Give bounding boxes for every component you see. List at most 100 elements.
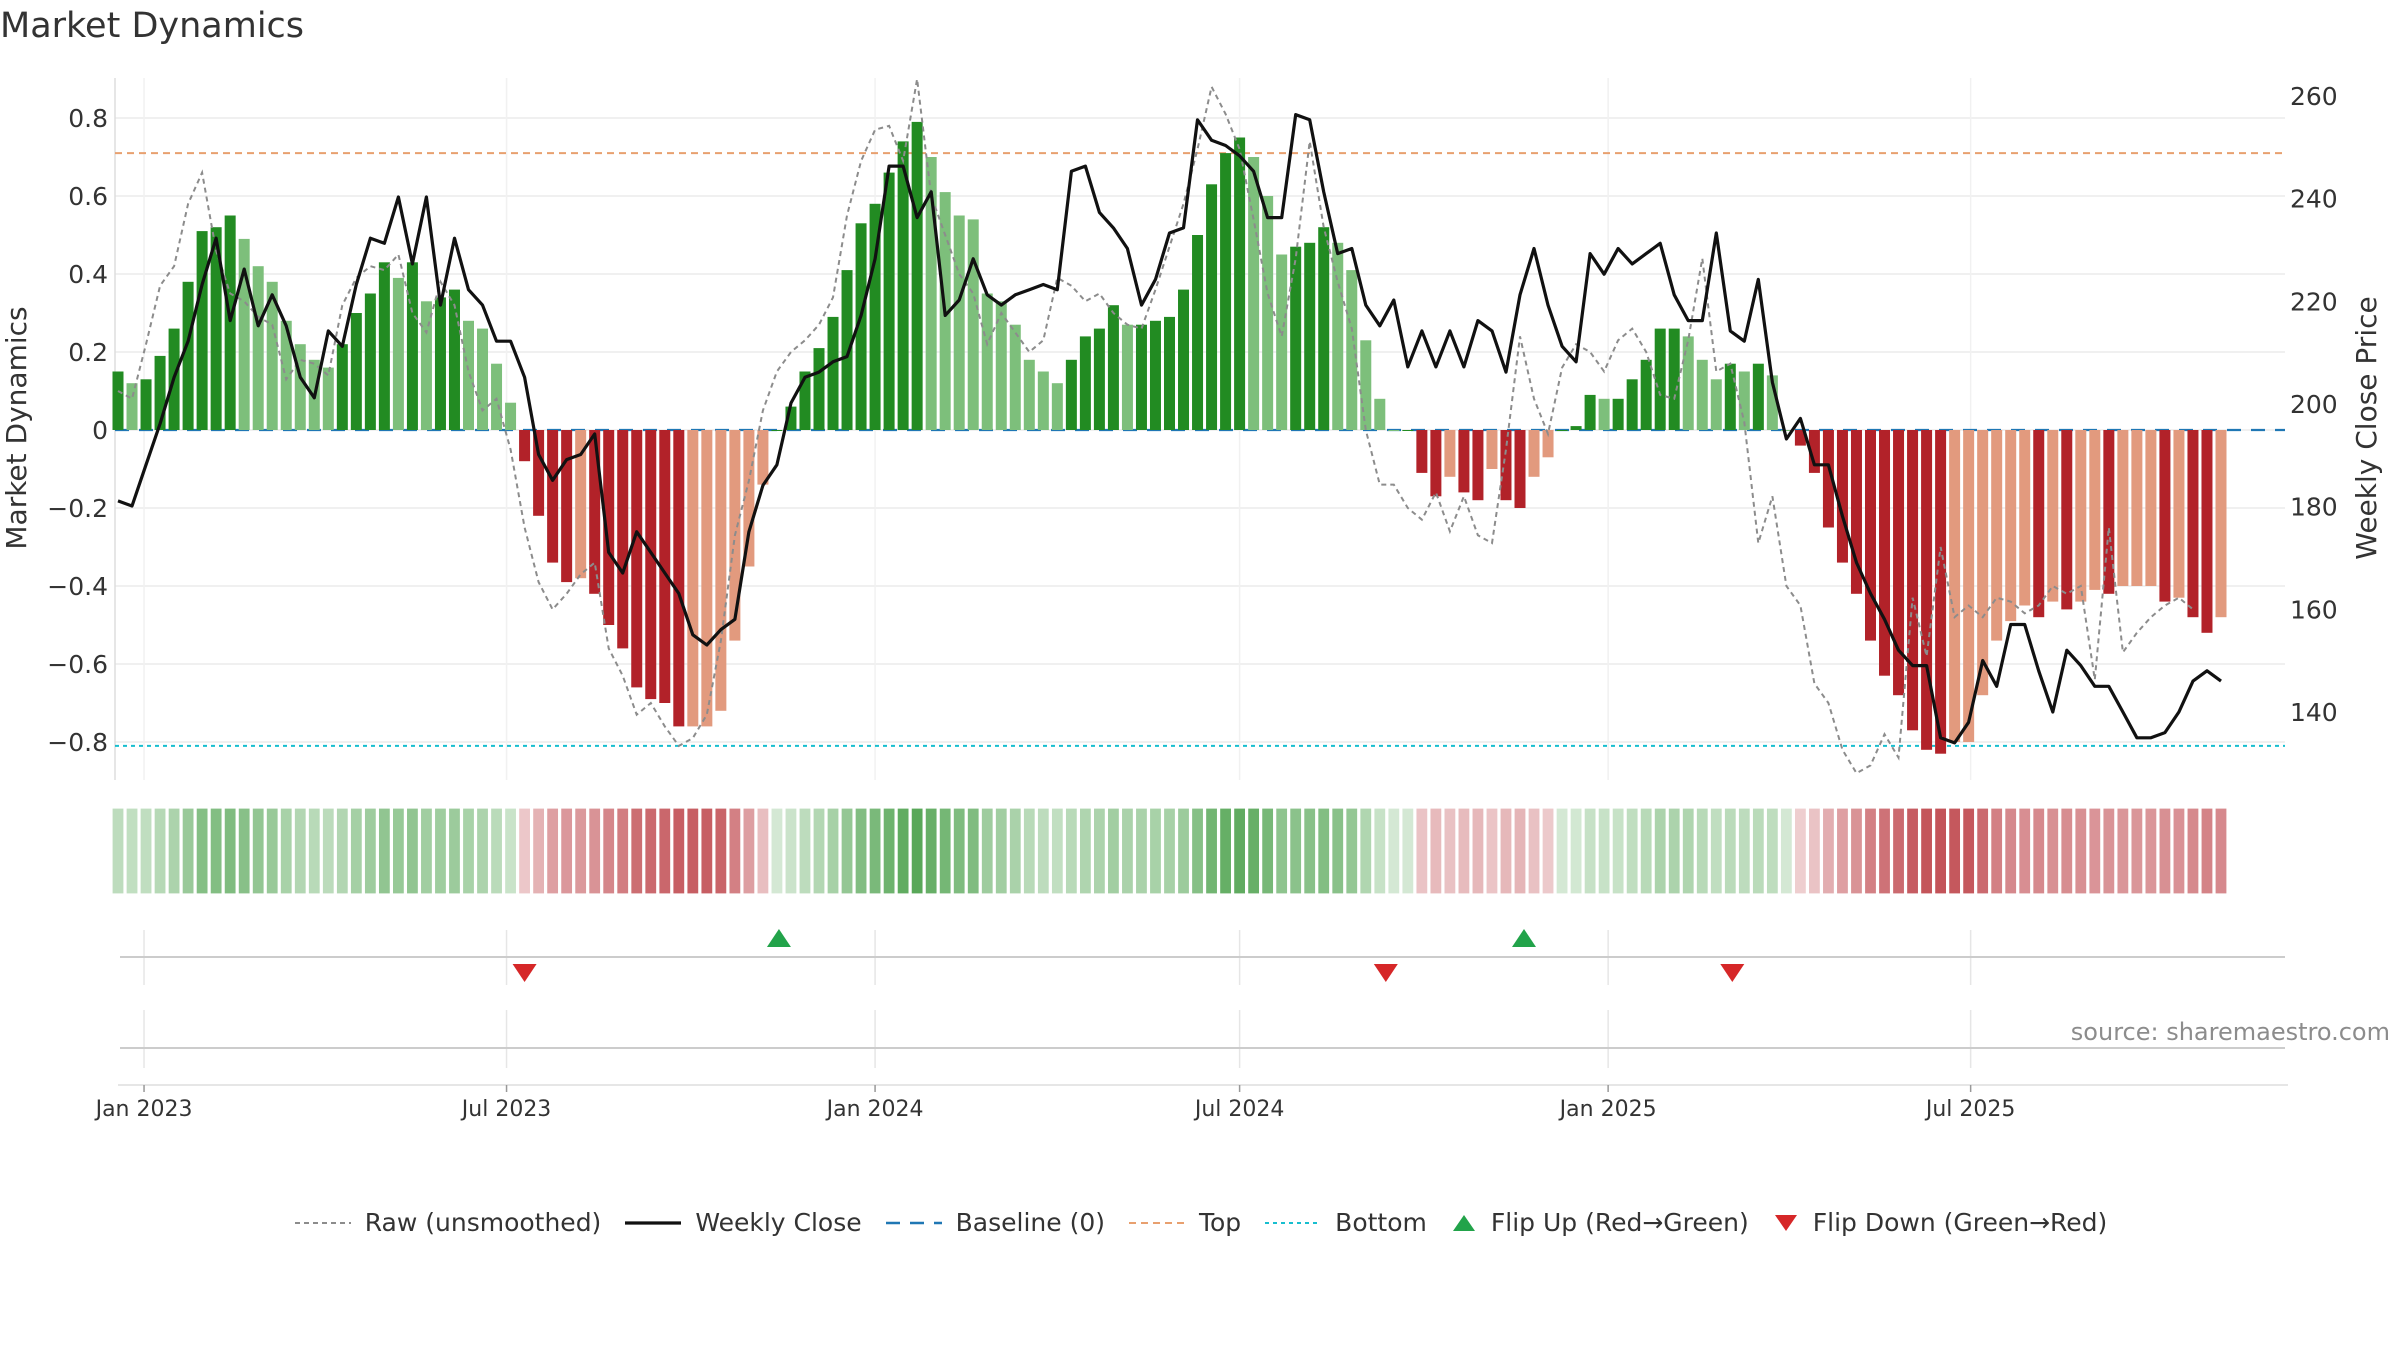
dynamics-bar	[1430, 430, 1442, 497]
dynamics-bar	[1542, 430, 1554, 458]
dynamics-bar	[1836, 430, 1848, 563]
regime-cell	[1218, 807, 1233, 895]
regime-cell	[1821, 807, 1836, 895]
dynamics-bar	[1065, 359, 1077, 430]
regime-cell	[475, 807, 490, 895]
regime-cell	[1541, 807, 1555, 895]
regime-cell	[644, 807, 658, 895]
regime-cell	[1134, 807, 1149, 895]
dynamics-bar	[673, 430, 685, 727]
raw-series	[117, 78, 2194, 775]
dynamics-bar	[1668, 328, 1680, 430]
dynamics-bar	[2061, 430, 2073, 610]
legend-swatch	[885, 1221, 942, 1224]
dynamics-bar	[336, 344, 348, 430]
dynamics-bar	[715, 430, 727, 711]
regime-cell	[1639, 807, 1653, 895]
regime-cell	[1849, 807, 1864, 895]
dynamics-bar	[1528, 430, 1540, 477]
dynamics-bar	[659, 430, 671, 703]
grid	[114, 78, 2288, 1086]
legend-swatch	[1128, 1221, 1185, 1224]
x-tick-label: Jul 2024	[1193, 1097, 1285, 1122]
dynamics-bar	[1037, 371, 1049, 430]
legend-label: Bottom	[1335, 1208, 1427, 1237]
dynamics-bar	[463, 320, 474, 430]
dynamics-bar	[1865, 430, 1876, 641]
regime-cell	[391, 807, 405, 895]
regime-cell	[195, 807, 209, 895]
y2-tick-label: 260	[2290, 82, 2338, 111]
regime-cell	[602, 807, 616, 895]
dynamics-bar	[1009, 324, 1021, 430]
regime-cell	[125, 807, 139, 895]
legend-item: Raw (unsmoothed)	[293, 1208, 602, 1237]
close-series	[117, 112, 2222, 745]
dynamics-bar	[1332, 242, 1344, 430]
regime-cell	[1933, 807, 1948, 895]
regime-cell	[1583, 807, 1597, 895]
regime-cell	[546, 807, 560, 895]
regime-cell	[1625, 807, 1639, 895]
regime-cell	[2116, 807, 2130, 895]
regime-cell	[1247, 807, 1261, 895]
regime-cell	[714, 807, 728, 895]
regime-cell	[447, 807, 462, 895]
regime-cell	[1485, 807, 1499, 895]
dynamics-bar	[855, 223, 867, 430]
regime-cell	[1373, 807, 1387, 895]
regime-cell	[279, 807, 293, 895]
dynamics-bar	[1612, 398, 1624, 430]
regime-cell	[517, 807, 532, 895]
regime-cell	[1261, 807, 1275, 895]
watermark: source: sharemaestro.com	[2070, 1018, 2390, 1046]
dynamics-bar	[1206, 184, 1218, 430]
regime-cell	[2102, 807, 2116, 895]
regime-cell	[1303, 807, 1317, 895]
dynamics-bar	[2075, 430, 2087, 602]
dynamics-bar	[1738, 371, 1750, 430]
flip-down-marker	[512, 964, 537, 982]
regime-cell	[1976, 807, 1990, 895]
legend-triangle-down	[1774, 1214, 1797, 1231]
y-tick-label: −0.2	[47, 494, 108, 523]
y2-axis-label: Weekly Close Price	[2350, 296, 2383, 559]
regime-cell	[153, 807, 167, 895]
regime-cell	[966, 807, 980, 895]
legend-label: Raw (unsmoothed)	[364, 1208, 602, 1237]
dynamics-bar	[2047, 430, 2059, 602]
dynamics-bar	[2089, 430, 2101, 590]
legend-item: Weekly Close	[623, 1208, 862, 1237]
regime-cell	[1807, 807, 1822, 895]
dynamics-bar	[589, 430, 601, 594]
dynamics-bar	[1808, 430, 1820, 473]
dynamics-bar	[294, 344, 306, 430]
dynamics-bar	[1654, 328, 1666, 430]
dynamics-bar	[1640, 359, 1652, 430]
dynamics-bar	[1472, 430, 1484, 501]
regime-cell	[489, 807, 504, 895]
regime-cell	[616, 807, 630, 895]
y2-axis-ticks: 140 160 180 200 220 240 260	[2290, 82, 2338, 727]
dynamics-bar	[1192, 235, 1204, 430]
regime-strip	[111, 807, 2228, 895]
x-tick-label: Jul 2025	[1924, 1097, 2016, 1122]
regime-cell	[1401, 807, 1415, 895]
y2-tick-label: 140	[2290, 698, 2338, 727]
legend-item: Top	[1127, 1208, 1241, 1237]
dynamics-bar	[1598, 398, 1610, 430]
dynamics-bar	[350, 313, 362, 430]
dynamics-bar	[869, 203, 881, 430]
dynamics-bar	[210, 227, 222, 430]
regime-cell	[321, 807, 335, 895]
dynamics-bar	[1626, 379, 1638, 430]
dynamics-bar	[1766, 375, 1778, 430]
dynamics-bar	[1234, 137, 1246, 430]
dynamics-bar	[1416, 430, 1428, 473]
regime-cell	[2046, 807, 2060, 895]
regime-cell	[1036, 807, 1050, 895]
regime-cell	[405, 807, 420, 895]
y-tick-label: 0.6	[68, 182, 108, 211]
dynamics-bar	[1893, 430, 1905, 696]
dynamics-bar	[1822, 430, 1834, 528]
